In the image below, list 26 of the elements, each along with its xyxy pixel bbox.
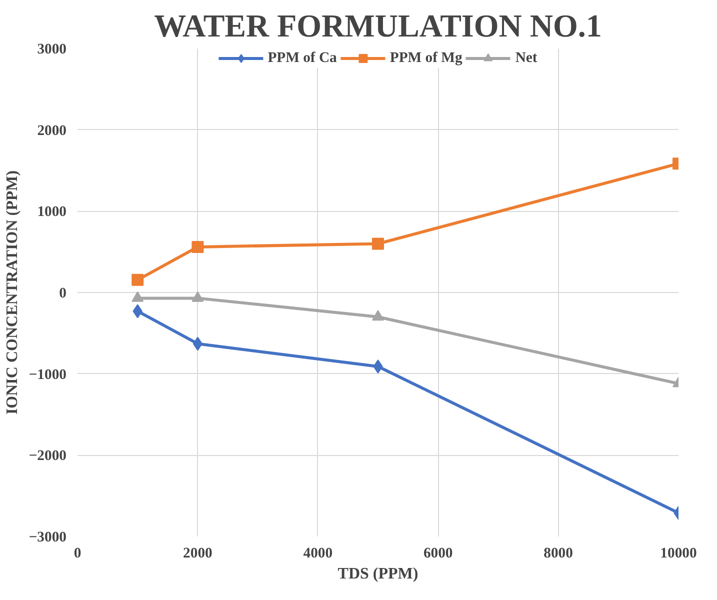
y-tick-label: −1000 bbox=[28, 366, 67, 383]
legend-label: PPM of Mg bbox=[390, 50, 462, 66]
chart-title: WATER FORMULATION NO.1 bbox=[154, 8, 602, 44]
x-tick-label: 4000 bbox=[303, 546, 333, 562]
x-tick-label: 6000 bbox=[423, 546, 453, 562]
x-tick-label: 2000 bbox=[183, 546, 212, 562]
point bbox=[192, 240, 204, 253]
y-axis-title: IONIC CONCENTRATION (PPM) bbox=[4, 170, 21, 415]
x-tick-label: 10000 bbox=[660, 546, 697, 562]
x-axis-title: TDS (PPM) bbox=[338, 566, 418, 582]
point bbox=[372, 310, 384, 321]
y-tick-label: 1000 bbox=[37, 204, 66, 220]
point bbox=[192, 336, 203, 351]
legend-label: Net bbox=[515, 50, 538, 66]
y-tick-label: 3000 bbox=[37, 42, 66, 58]
point bbox=[132, 274, 144, 286]
y-tick-label: −3000 bbox=[28, 530, 67, 546]
y-tick-label: 0 bbox=[59, 286, 66, 302]
point bbox=[372, 238, 384, 250]
x-tick-label: 8000 bbox=[544, 546, 573, 562]
legend-label: PPM of Ca bbox=[268, 50, 337, 66]
y-tick-label: −2000 bbox=[28, 448, 67, 464]
point bbox=[192, 291, 204, 302]
x-tick-label: 0 bbox=[74, 546, 82, 562]
y-tick-label: 2000 bbox=[37, 122, 66, 139]
point bbox=[132, 291, 144, 302]
